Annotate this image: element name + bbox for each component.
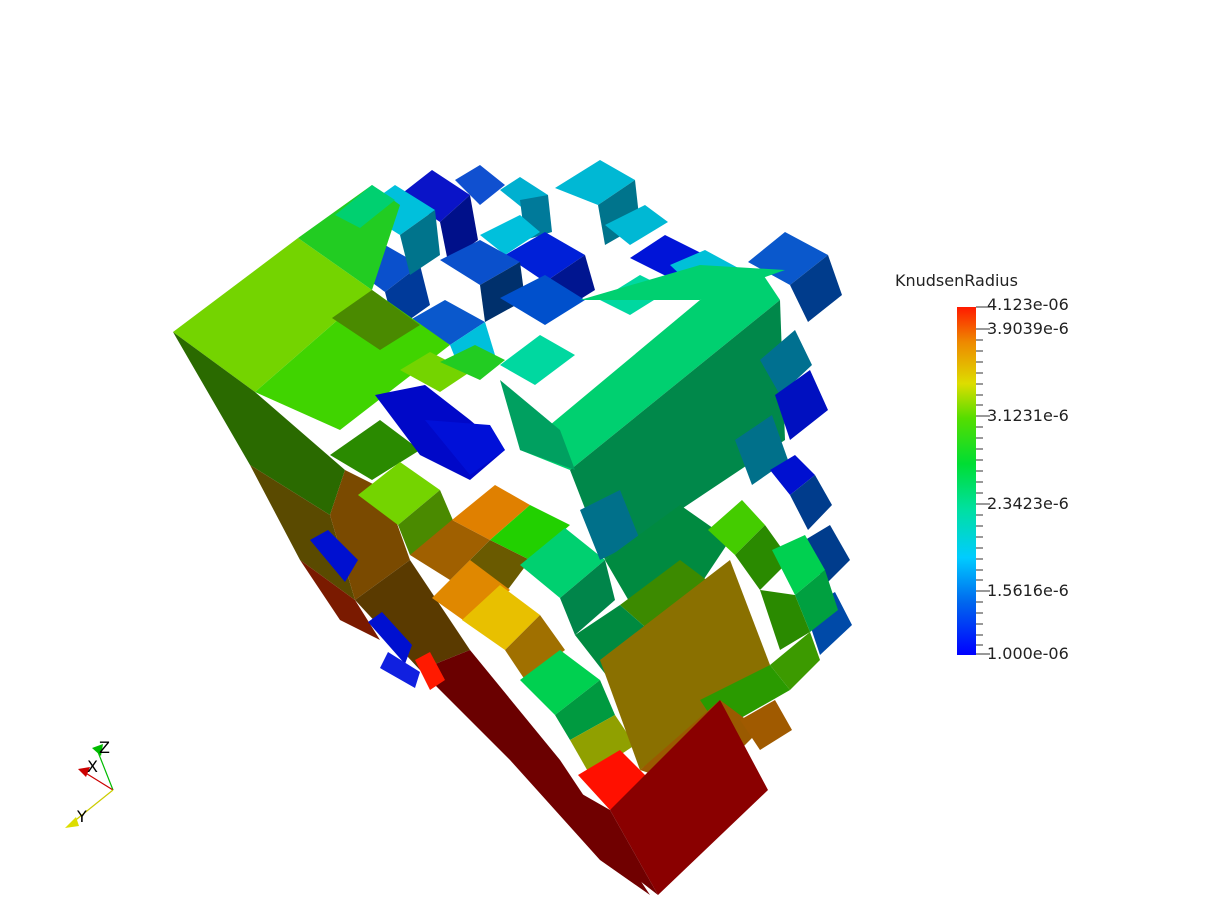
y-axis-cone-icon bbox=[65, 817, 79, 828]
z-axis-label: Z bbox=[99, 738, 110, 757]
legend-label: 1.5616e-6 bbox=[987, 581, 1069, 600]
legend-label: 3.9039e-6 bbox=[987, 319, 1069, 338]
color-legend bbox=[957, 306, 990, 655]
voxel-mesh[interactable] bbox=[173, 160, 852, 895]
x-axis-cone-icon bbox=[78, 767, 90, 777]
x-axis-label: X bbox=[87, 757, 98, 776]
legend-label-max: 4.123e-06 bbox=[987, 295, 1069, 314]
orientation-axes: Z X Y bbox=[65, 738, 114, 828]
legend-label: 2.3423e-6 bbox=[987, 494, 1069, 513]
z-axis-cone-icon bbox=[92, 744, 103, 756]
color-bar bbox=[957, 307, 976, 655]
legend-label: 3.1231e-6 bbox=[987, 406, 1069, 425]
legend-label-min: 1.000e-06 bbox=[987, 644, 1069, 663]
color-bar-ticks bbox=[976, 306, 990, 655]
y-axis-label: Y bbox=[76, 807, 87, 826]
legend-title: KnudsenRadius bbox=[895, 271, 1018, 290]
